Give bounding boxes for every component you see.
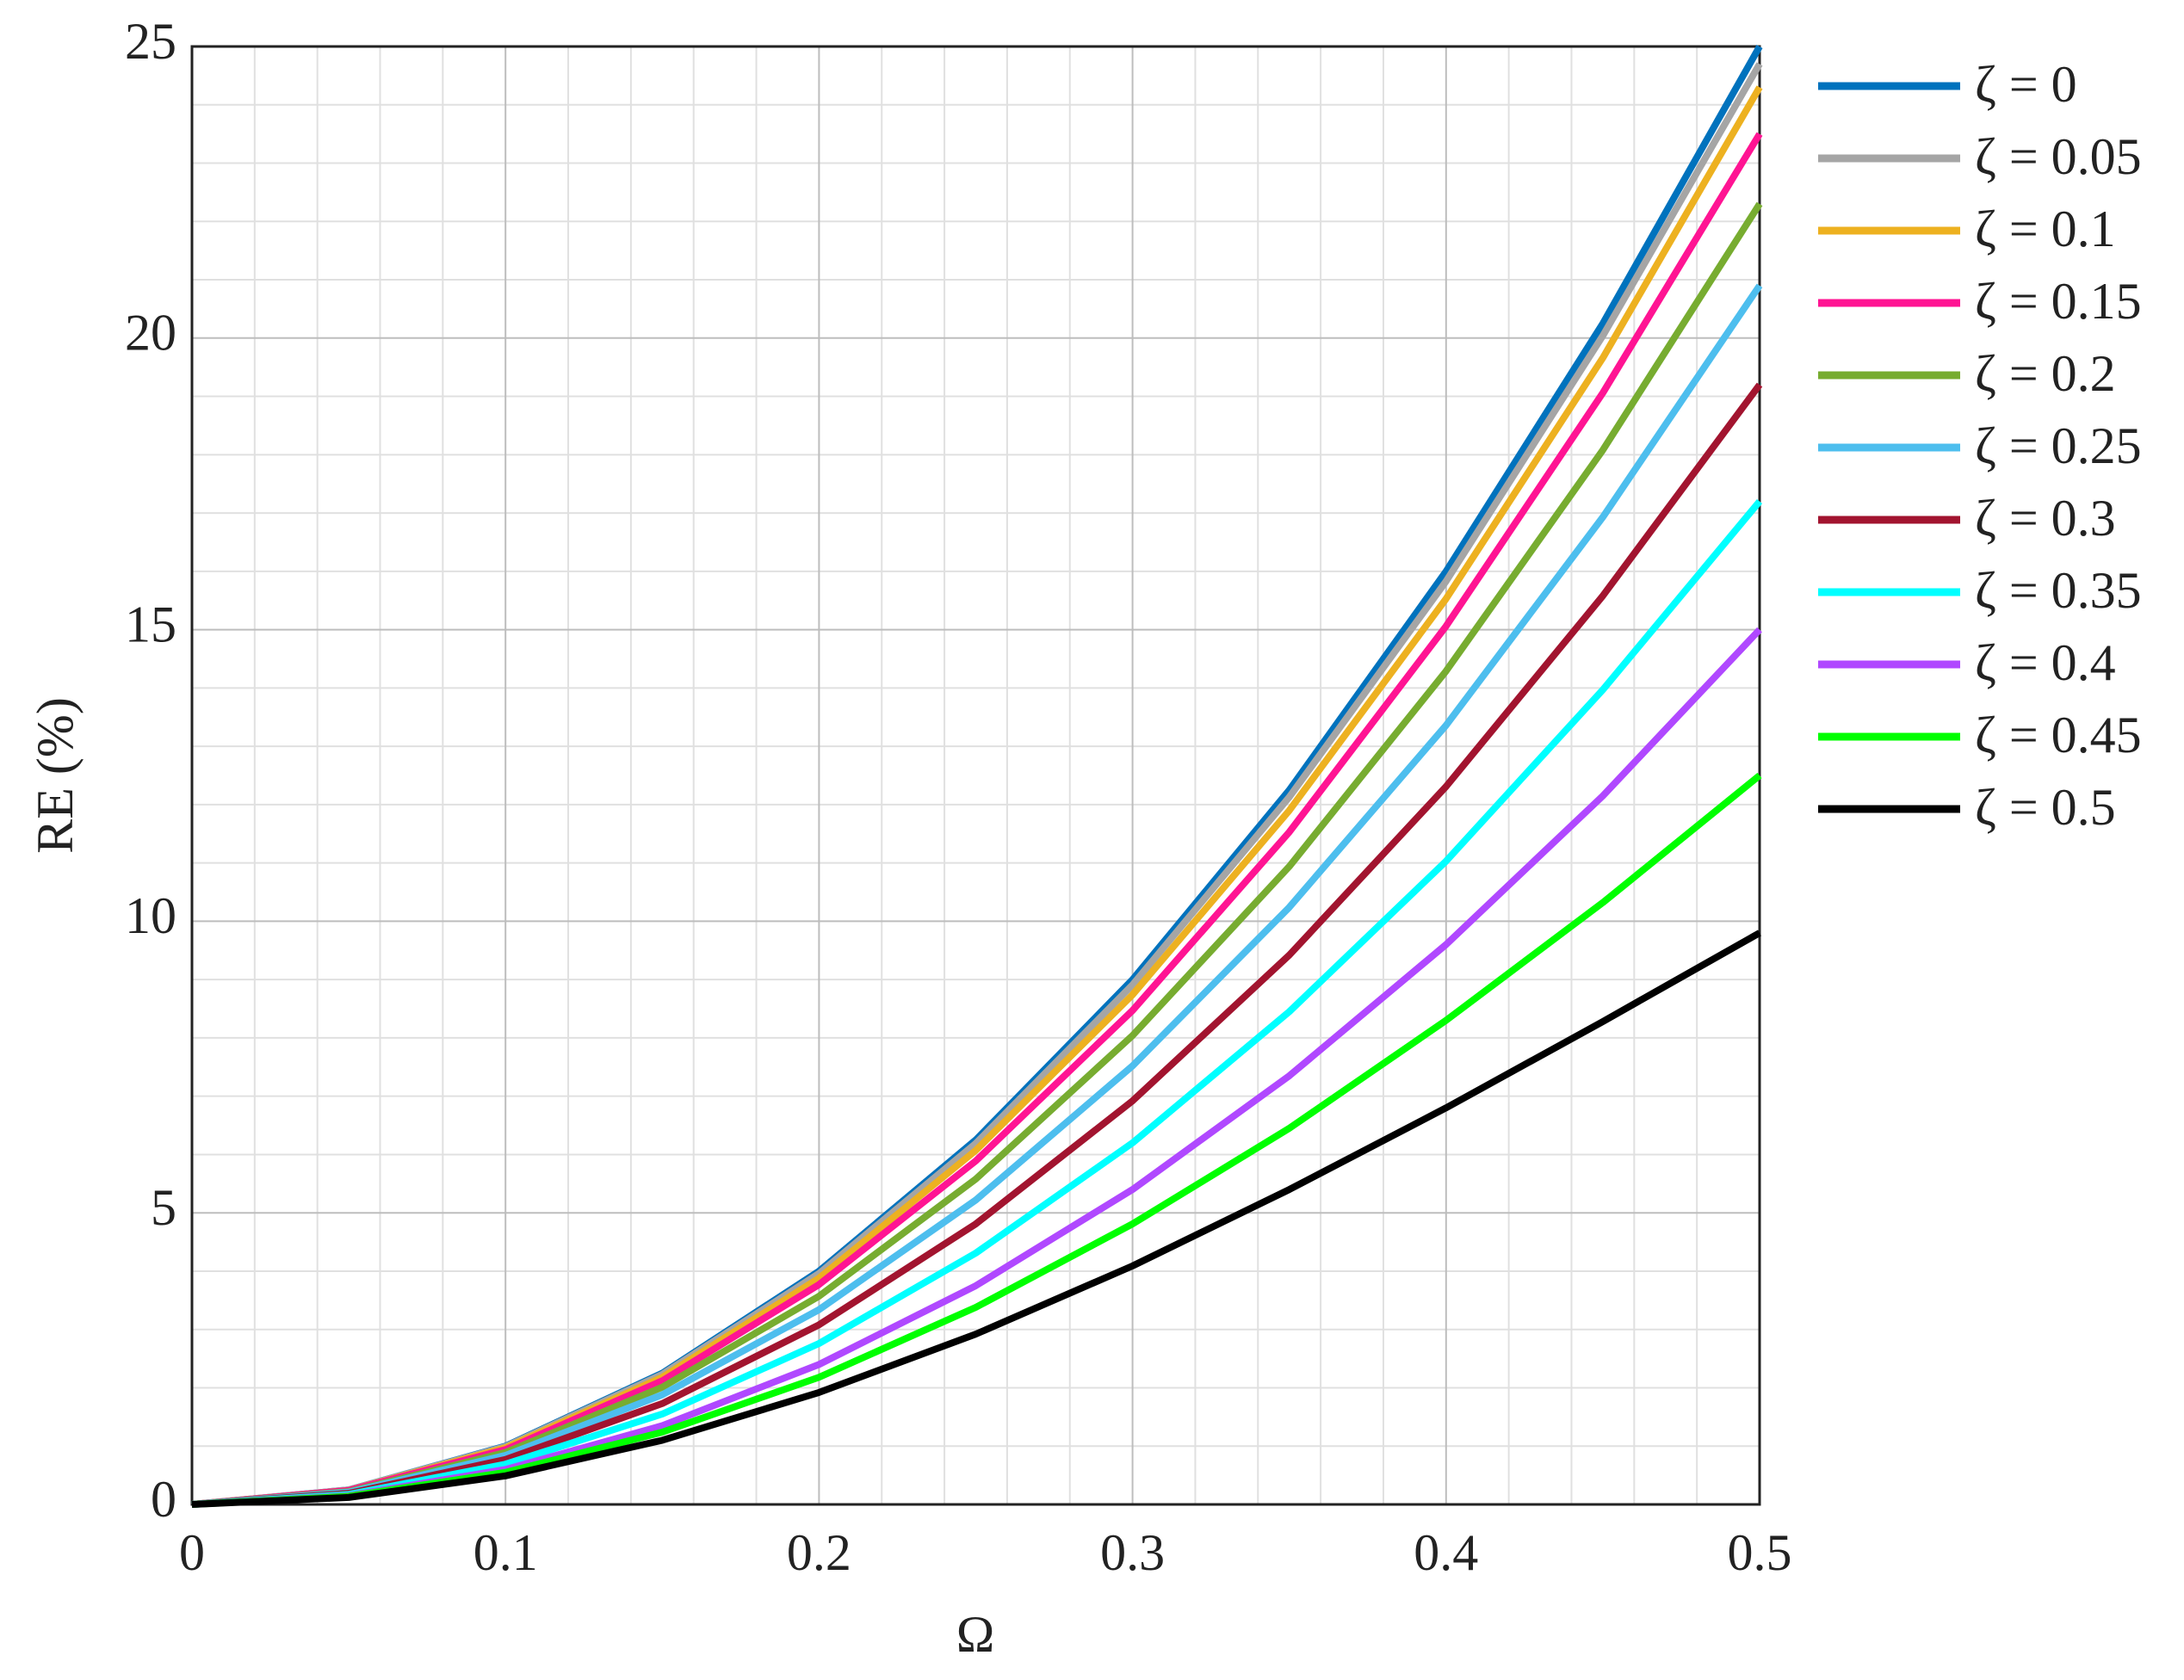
y-tick-label: 10 bbox=[125, 887, 176, 944]
plot-area bbox=[192, 46, 1760, 1504]
legend-label: ζ = 0.2 bbox=[1975, 345, 2116, 402]
y-tick-label: 0 bbox=[151, 1471, 176, 1528]
legend-label: ζ = 0.05 bbox=[1975, 128, 2142, 185]
legend-label: ζ = 0.45 bbox=[1975, 707, 2142, 763]
series-line bbox=[191, 930, 1761, 1508]
legend-label: ζ = 0.5 bbox=[1975, 779, 2116, 836]
y-tick-label: 15 bbox=[125, 596, 176, 652]
x-tick-label: 0.2 bbox=[787, 1524, 851, 1581]
legend-label: ζ = 0 bbox=[1975, 56, 2077, 113]
x-tick-label: 0.1 bbox=[473, 1524, 538, 1581]
legend-label: ζ = 0.3 bbox=[1975, 490, 2116, 547]
legend-label: ζ = 0.4 bbox=[1975, 634, 2116, 691]
y-tick-label: 20 bbox=[125, 305, 176, 361]
legend-label: ζ = 0.15 bbox=[1975, 273, 2142, 330]
legend-label: ζ = 0.25 bbox=[1975, 417, 2142, 474]
series-line bbox=[191, 498, 1763, 1508]
x-tick-label: 0.5 bbox=[1728, 1524, 1792, 1581]
legend-label: ζ = 0.1 bbox=[1975, 201, 2116, 257]
y-axis-label: RE (%) bbox=[27, 697, 84, 854]
x-axis-label: Ω bbox=[956, 1606, 995, 1663]
y-tick-label: 5 bbox=[151, 1179, 176, 1236]
legend-label: ζ = 0.35 bbox=[1975, 562, 2142, 619]
y-tick-label: 25 bbox=[125, 13, 176, 70]
x-tick-label: 0.4 bbox=[1414, 1524, 1478, 1581]
x-tick-label: 0 bbox=[179, 1524, 205, 1581]
x-tick-label: 0.3 bbox=[1100, 1524, 1165, 1581]
